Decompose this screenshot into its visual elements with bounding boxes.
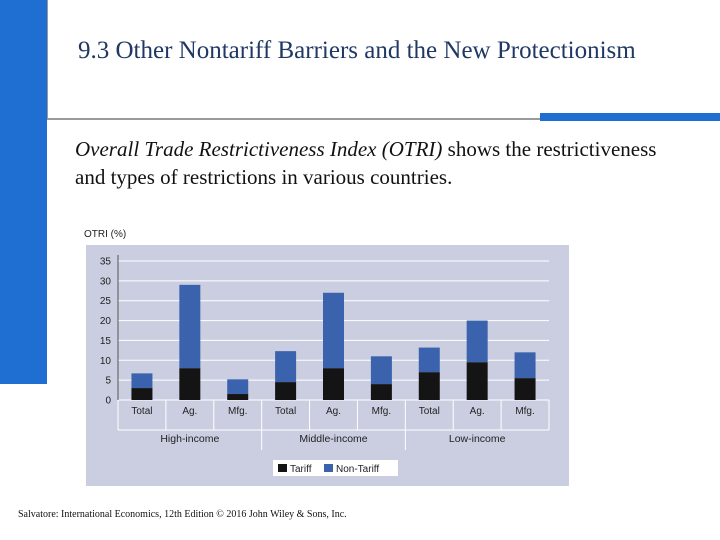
bar-tariff bbox=[514, 378, 536, 400]
legend-swatch-tariff bbox=[278, 464, 287, 472]
bar-non-tariff bbox=[275, 351, 297, 383]
y-tick-label: 25 bbox=[100, 296, 112, 307]
y-tick-label: 30 bbox=[100, 276, 112, 287]
slide-title: 9.3 Other Nontariff Barriers and the New… bbox=[78, 37, 636, 64]
legend-box bbox=[273, 460, 398, 476]
y-tick-label: 5 bbox=[105, 376, 111, 387]
bar-non-tariff bbox=[179, 284, 201, 369]
bar-non-tariff bbox=[370, 356, 392, 385]
otri-chart: OTRI (%) 0 5 10 15 20 25 30 35 Total Ag. Mfg. Total A… bbox=[81, 225, 569, 486]
x-tick-label: Mfg. bbox=[515, 406, 534, 417]
y-tick-label: 20 bbox=[100, 316, 112, 327]
title-accent-rule bbox=[540, 113, 720, 121]
bar-tariff bbox=[179, 368, 201, 400]
bar-tariff bbox=[227, 394, 249, 400]
legend-swatch-non-tariff bbox=[324, 464, 333, 472]
y-axis-title: OTRI (%) bbox=[84, 229, 126, 240]
otri-term: Overall Trade Restrictiveness Index (OTR… bbox=[75, 137, 443, 161]
y-tick-label: 35 bbox=[100, 257, 112, 268]
group-label: Middle-income bbox=[299, 433, 367, 445]
bar-tariff bbox=[418, 372, 440, 400]
bar-non-tariff bbox=[418, 347, 440, 373]
bar-non-tariff bbox=[323, 292, 344, 369]
bar-non-tariff bbox=[514, 352, 536, 379]
slide-body-text: Overall Trade Restrictiveness Index (OTR… bbox=[75, 135, 685, 191]
x-tick-label: Total bbox=[275, 406, 296, 417]
y-tick-label: 0 bbox=[105, 396, 111, 407]
y-tick-label: 10 bbox=[100, 356, 112, 367]
legend-label-non-tariff: Non-Tariff bbox=[336, 464, 379, 475]
y-tick-label: 15 bbox=[100, 336, 112, 347]
otri-chart-svg: OTRI (%) 0 5 10 15 20 25 30 35 Total Ag. Mfg. Total A… bbox=[81, 225, 569, 486]
bar-non-tariff bbox=[227, 379, 249, 395]
x-tick-label: Ag. bbox=[182, 406, 197, 417]
bar-tariff bbox=[370, 384, 392, 400]
x-tick-label: Mfg. bbox=[228, 406, 247, 417]
title-header bbox=[47, 0, 720, 118]
legend-label-tariff: Tariff bbox=[290, 464, 312, 475]
title-underline bbox=[47, 118, 540, 120]
bar-tariff bbox=[466, 362, 488, 400]
group-label: Low-income bbox=[449, 433, 506, 445]
bar-tariff bbox=[275, 382, 297, 400]
group-label: High-income bbox=[160, 433, 219, 445]
source-citation: Salvatore: International Economics, 12th… bbox=[18, 509, 347, 520]
bar-non-tariff bbox=[466, 320, 488, 363]
bar-tariff bbox=[323, 368, 344, 400]
x-tick-label: Total bbox=[419, 406, 440, 417]
bar-tariff bbox=[131, 388, 153, 400]
bar-non-tariff bbox=[131, 373, 153, 389]
x-tick-label: Ag. bbox=[326, 406, 341, 417]
body-description: shows the restrictiveness and types of r… bbox=[75, 137, 657, 189]
x-tick-label: Total bbox=[131, 406, 152, 417]
left-accent-bar bbox=[0, 0, 47, 384]
x-tick-label: Ag. bbox=[470, 406, 485, 417]
x-tick-label: Mfg. bbox=[372, 406, 391, 417]
